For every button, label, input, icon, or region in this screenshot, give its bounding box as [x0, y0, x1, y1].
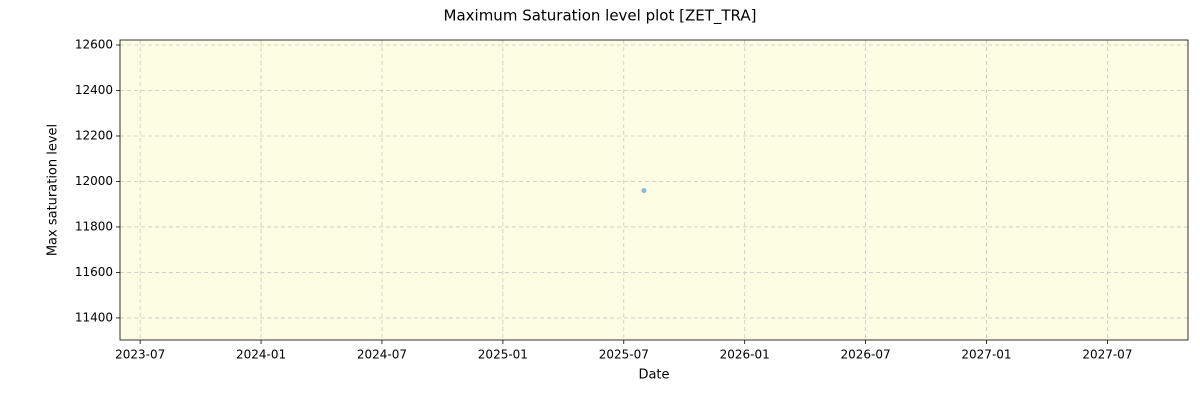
x-tick-label: 2027-07	[1082, 348, 1132, 362]
x-tick-label: 2023-07	[115, 348, 165, 362]
chart-title: Maximum Saturation level plot [ZET_TRA]	[444, 7, 757, 26]
x-tick-label: 2026-01	[720, 348, 770, 362]
y-axis-label: Max saturation level	[46, 124, 61, 256]
y-tick-label: 11600	[75, 265, 113, 279]
y-tick-label: 12200	[75, 128, 113, 142]
y-tick-label: 12400	[75, 83, 113, 97]
x-tick-label: 2027-01	[961, 348, 1011, 362]
y-tick-label: 11800	[75, 219, 113, 233]
plot-area	[120, 40, 1188, 340]
x-tick-label: 2025-07	[599, 348, 649, 362]
y-tick-label: 11400	[75, 310, 113, 324]
plot-frame	[119, 39, 1189, 341]
point	[641, 188, 647, 194]
y-tick-label: 12000	[75, 174, 113, 188]
x-tick-label: 2024-01	[236, 348, 286, 362]
x-tick-label: 2026-07	[841, 348, 891, 362]
x-axis-label: Date	[638, 368, 669, 383]
x-tick-label: 2025-01	[478, 348, 528, 362]
y-tick-label: 12600	[75, 38, 113, 52]
x-tick-label: 2024-07	[357, 348, 407, 362]
